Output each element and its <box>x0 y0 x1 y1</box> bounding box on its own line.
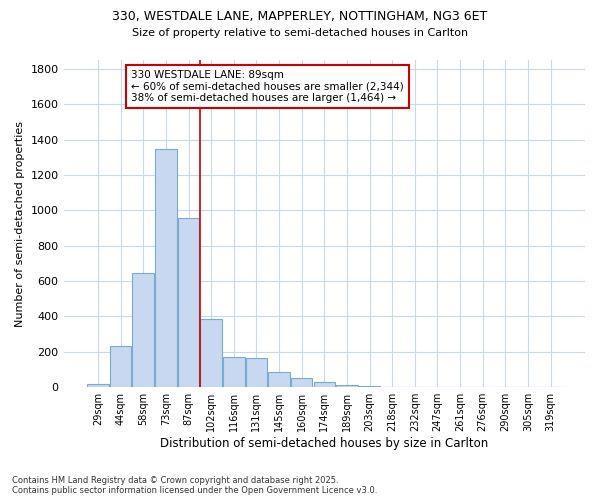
Bar <box>155 150 176 387</box>
Bar <box>291 378 313 387</box>
Text: 330, WESTDALE LANE, MAPPERLEY, NOTTINGHAM, NG3 6ET: 330, WESTDALE LANE, MAPPERLEY, NOTTINGHA… <box>112 10 488 23</box>
Bar <box>200 319 222 387</box>
Text: Size of property relative to semi-detached houses in Carlton: Size of property relative to semi-detach… <box>132 28 468 38</box>
Text: Contains HM Land Registry data © Crown copyright and database right 2025.
Contai: Contains HM Land Registry data © Crown c… <box>12 476 377 495</box>
Bar <box>110 346 131 387</box>
Bar <box>314 382 335 387</box>
Bar <box>245 358 267 387</box>
Bar <box>336 384 358 387</box>
Bar <box>87 384 109 387</box>
Bar <box>178 218 199 387</box>
Bar <box>133 273 154 387</box>
X-axis label: Distribution of semi-detached houses by size in Carlton: Distribution of semi-detached houses by … <box>160 437 488 450</box>
Y-axis label: Number of semi-detached properties: Number of semi-detached properties <box>15 120 25 326</box>
Bar <box>268 372 290 387</box>
Bar <box>223 357 245 387</box>
Bar <box>359 386 380 387</box>
Text: 330 WESTDALE LANE: 89sqm
← 60% of semi-detached houses are smaller (2,344)
38% o: 330 WESTDALE LANE: 89sqm ← 60% of semi-d… <box>131 70 404 103</box>
